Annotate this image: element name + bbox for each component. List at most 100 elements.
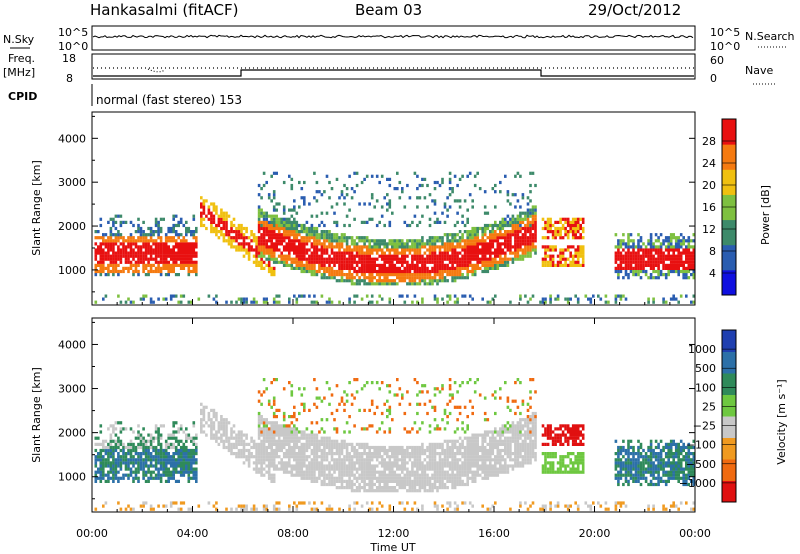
heatmap-cell [255, 442, 258, 446]
heatmap-cell [378, 242, 381, 246]
heatmap-cell [195, 260, 198, 264]
heatmap-cell [657, 245, 660, 249]
heatmap-cell [157, 242, 160, 246]
heatmap-cell [114, 433, 118, 437]
heatmap-cell [313, 269, 316, 274]
heatmap-cell [690, 245, 693, 249]
heatmap-cell [298, 445, 301, 450]
heatmap-cell [529, 242, 532, 246]
heatmap-cell [190, 467, 193, 471]
heatmap-cell [305, 236, 309, 240]
heatmap-cell [383, 452, 386, 456]
heatmap-cell [383, 402, 386, 406]
heatmap-cell [667, 245, 670, 249]
heatmap-cell [313, 254, 316, 258]
heatmap-cell [117, 251, 120, 255]
heatmap-cell [179, 439, 183, 443]
heatmap-cell [288, 174, 291, 178]
heatmap-cell [403, 248, 407, 252]
heatmap-cell [202, 211, 206, 215]
heatmap-cell [114, 442, 118, 446]
heatmap-cell [524, 248, 527, 252]
heatmap-cell [122, 461, 125, 465]
heatmap-cell [260, 473, 263, 477]
heatmap-cell [554, 230, 557, 234]
heatmap-cell [559, 260, 562, 264]
heatmap-cell [398, 273, 402, 277]
heatmap-cell [380, 282, 384, 286]
heatmap-cell [252, 248, 256, 252]
heatmap-cell [637, 273, 640, 277]
heatmap-cell [333, 464, 336, 468]
heatmap-cell [132, 251, 135, 255]
heatmap-cell [418, 220, 422, 224]
heatmap-cell [242, 233, 246, 237]
heatmap-cell [288, 427, 291, 431]
heatmap-cell [260, 402, 263, 406]
heatmap-cell [363, 384, 366, 388]
heatmap-cell [461, 276, 464, 280]
heatmap-cell [185, 433, 188, 437]
heatmap-cell [531, 223, 535, 228]
heatmap-cell [313, 300, 316, 304]
heatmap-cell [300, 436, 304, 440]
heatmap-cell [272, 269, 276, 274]
heatmap-cell [343, 257, 346, 261]
heatmap-cell [652, 276, 655, 280]
heatmap-cell [157, 470, 160, 474]
heatmap-cell [677, 245, 680, 249]
heatmap-cell [172, 421, 175, 425]
heatmap-cell [368, 489, 371, 493]
heatmap-cell [328, 257, 331, 261]
heatmap-cell [375, 269, 379, 274]
heatmap-cell [574, 226, 577, 231]
heatmap-cell [461, 266, 464, 270]
heatmap-cell [373, 248, 376, 252]
heatmap-cell [360, 476, 364, 480]
heatmap-cell [383, 257, 386, 261]
heatmap-cell [277, 427, 281, 431]
heatmap-cell [192, 461, 196, 465]
heatmap-cell [383, 196, 386, 200]
heatmap-cell [237, 223, 241, 228]
heatmap-cell [662, 254, 665, 258]
heatmap-cell [348, 248, 351, 252]
heatmap-cell [343, 248, 346, 252]
heatmap-cell [157, 439, 160, 443]
heatmap-cell [330, 233, 334, 237]
heatmap-cell [426, 183, 429, 188]
heatmap-cell [195, 254, 198, 258]
heatmap-cell [333, 251, 336, 255]
nave-dip [147, 68, 166, 73]
heatmap-cell [350, 276, 354, 280]
heatmap-cell [378, 273, 381, 277]
heatmap-cell [576, 223, 580, 228]
heatmap-cell [277, 233, 281, 237]
heatmap-cell [267, 476, 271, 480]
heatmap-cell [363, 486, 366, 490]
heatmap-cell [534, 245, 537, 249]
heatmap-cell [139, 254, 143, 258]
heatmap-cell [277, 300, 281, 304]
heatmap-cell [205, 214, 208, 218]
heatmap-cell [315, 445, 319, 450]
heatmap-cell [373, 448, 376, 453]
heatmap-cell [436, 257, 439, 261]
heatmap-cell [333, 470, 336, 474]
heatmap-cell [403, 486, 407, 490]
heatmap-cell [386, 464, 389, 468]
heatmap-cell [677, 266, 680, 270]
heatmap-cell [154, 242, 158, 246]
heatmap-cell [169, 445, 173, 450]
heatmap-cell [564, 260, 567, 264]
heatmap-cell [428, 239, 432, 243]
heatmap-cell [391, 248, 394, 252]
heatmap-cell [380, 266, 384, 270]
heatmap-cell [257, 230, 261, 234]
colorbar-swatch [722, 219, 736, 246]
heatmap-cell [282, 208, 286, 212]
heatmap-cell [511, 260, 515, 264]
heatmap-cell [529, 230, 532, 234]
heatmap-cell [353, 242, 356, 246]
freq-label-2: [MHz] [3, 66, 35, 79]
